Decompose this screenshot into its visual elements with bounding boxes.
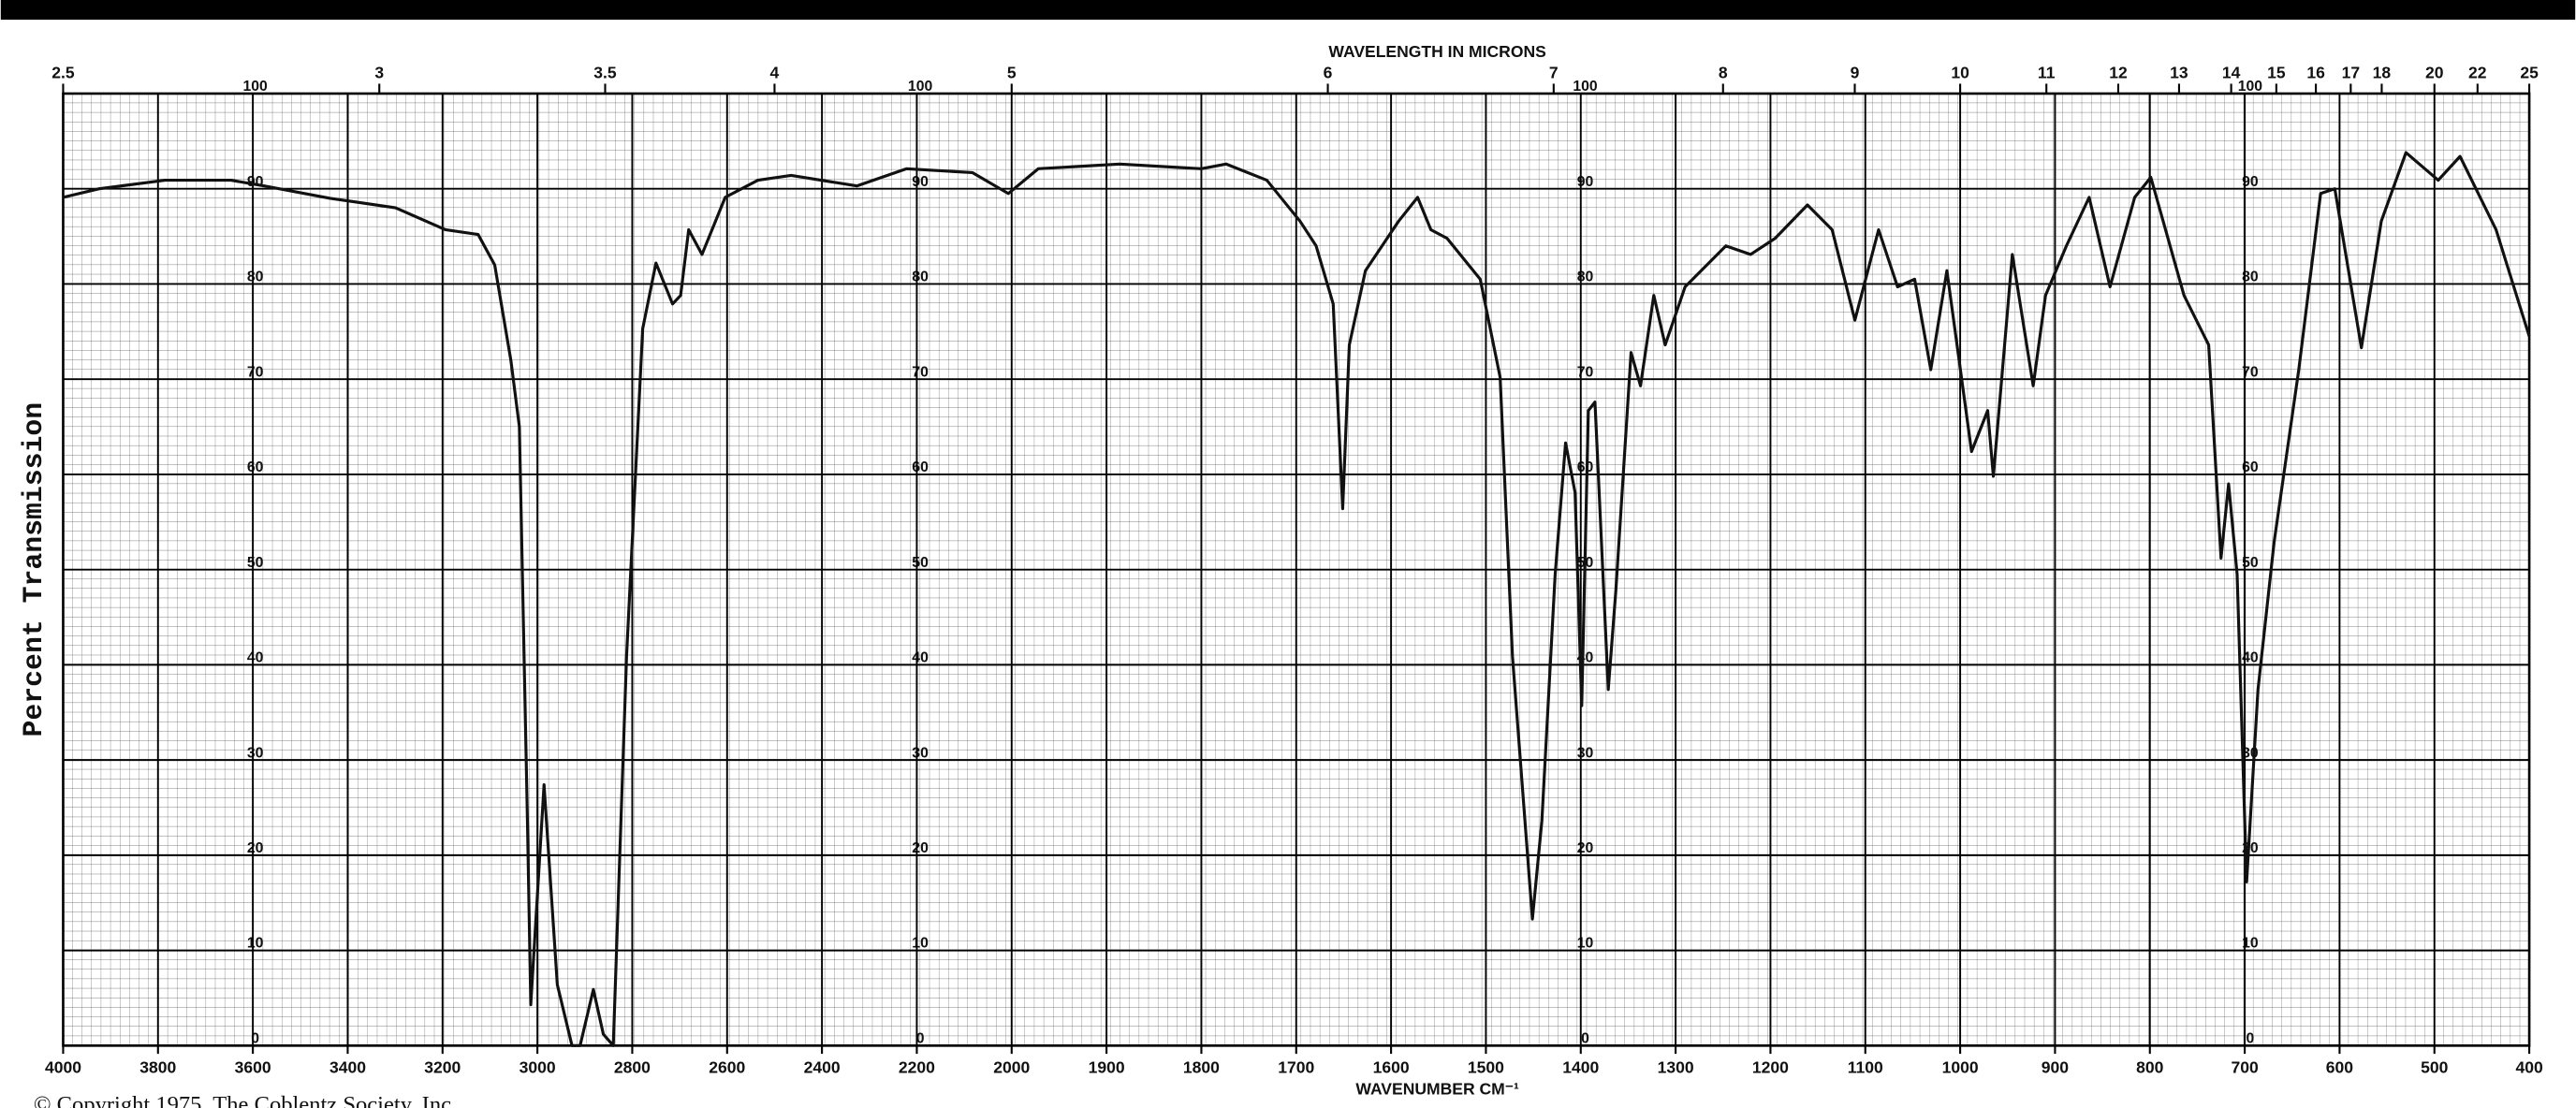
y-tick-label: 0	[916, 1031, 925, 1047]
x-tick-label: 1800	[1183, 1058, 1220, 1077]
y-tick-label: 80	[247, 270, 264, 285]
x-tick-label: 600	[2326, 1058, 2354, 1077]
x2-tick-label: 3	[374, 64, 384, 82]
x2-tick-label: 12	[2109, 64, 2128, 82]
y-tick-label: 0	[251, 1031, 259, 1047]
x2-tick-label: 17	[2342, 64, 2361, 82]
x-tick-label: 1300	[1658, 1058, 1694, 1077]
y-tick-label: 60	[1577, 459, 1594, 475]
copyright: © Copyright 1975, The Coblentz Society, …	[34, 1092, 457, 1108]
y-tick-label: 70	[247, 364, 264, 380]
x2-tick-label: 3.5	[593, 64, 617, 82]
y-tick-label: 100	[1573, 79, 1598, 95]
y-tick-label: 80	[2242, 270, 2259, 285]
y-tick-label: 50	[247, 555, 264, 571]
y-tick-label: 90	[2242, 174, 2259, 190]
x-tick-label: 700	[2231, 1058, 2259, 1077]
x-tick-label: 900	[2042, 1058, 2070, 1077]
y-tick-label: 10	[2242, 936, 2259, 952]
x2-tick-label: 4	[770, 64, 780, 82]
y-tick-label: 30	[912, 745, 929, 761]
x-axis-label: WAVENUMBER CM⁻¹	[1355, 1079, 1519, 1098]
x-tick-label: 2400	[804, 1058, 841, 1077]
y-tick-label: 50	[2242, 555, 2259, 571]
y-tick-label: 40	[247, 650, 264, 666]
x-tick-label: 1900	[1089, 1058, 1125, 1077]
x2-tick-label: 25	[2520, 64, 2539, 82]
x2-tick-label: 2.5	[51, 64, 75, 82]
x2-tick-label: 7	[1549, 64, 1559, 82]
x-tick-label: 3800	[139, 1058, 176, 1077]
x-tick-label: 3000	[520, 1058, 556, 1077]
y-tick-label: 60	[912, 459, 929, 475]
x-tick-label: 1700	[1278, 1058, 1314, 1077]
x-tick-label: 1600	[1373, 1058, 1410, 1077]
y-tick-label: 100	[2238, 79, 2263, 95]
x2-axis-label: WAVELENGTH IN MICRONS	[1328, 42, 1546, 61]
x-tick-label: 1200	[1752, 1058, 1789, 1077]
x2-tick-label: 5	[1007, 64, 1017, 82]
y-tick-label: 10	[247, 936, 264, 952]
x-tick-label: 2800	[614, 1058, 651, 1077]
top-band	[0, 0, 2576, 21]
y-tick-label: 30	[1577, 745, 1594, 761]
x2-tick-label: 9	[1851, 64, 1860, 82]
y-tick-label: 0	[2246, 1031, 2254, 1047]
y-tick-label: 40	[2242, 650, 2259, 666]
x2-tick-label: 15	[2267, 64, 2286, 82]
x-tick-label: 800	[2136, 1058, 2164, 1077]
x-tick-label: 2200	[899, 1058, 935, 1077]
x-tick-label: 1500	[1468, 1058, 1504, 1077]
y-tick-label: 50	[912, 555, 929, 571]
y-tick-label: 60	[2242, 459, 2259, 475]
y-tick-label: 0	[1581, 1031, 1589, 1047]
y-tick-label: 90	[1577, 174, 1594, 190]
y-tick-label: 60	[247, 459, 264, 475]
y-tick-label: 20	[1577, 840, 1594, 856]
x-tick-label: 3400	[329, 1058, 366, 1077]
y-axis-label: Percent Transmission	[18, 402, 50, 737]
y-tick-label: 10	[1577, 936, 1594, 952]
y-tick-label: 70	[2242, 364, 2259, 380]
y-tick-label: 70	[912, 364, 929, 380]
y-tick-label: 10	[912, 936, 929, 952]
y-tick-label: 100	[908, 79, 933, 95]
x2-tick-label: 16	[2306, 64, 2325, 82]
x2-tick-label: 20	[2425, 64, 2444, 82]
x2-tick-label: 8	[1719, 64, 1728, 82]
y-tick-label: 80	[1577, 270, 1594, 285]
x-tick-label: 1100	[1848, 1058, 1883, 1077]
x-tick-label: 400	[2515, 1058, 2543, 1077]
x2-tick-label: 6	[1324, 64, 1333, 82]
x2-tick-label: 13	[2170, 64, 2188, 82]
x2-tick-label: 14	[2222, 64, 2241, 82]
x-tick-label: 2600	[709, 1058, 745, 1077]
y-tick-label: 70	[1577, 364, 1594, 380]
x-tick-label: 3600	[235, 1058, 271, 1077]
y-tick-label: 40	[912, 650, 929, 666]
y-tick-label: 100	[243, 79, 269, 95]
x-tick-label: 1000	[1942, 1058, 1979, 1077]
y-tick-label: 80	[912, 270, 929, 285]
x2-tick-label: 11	[2038, 64, 2056, 82]
x2-tick-label: 22	[2468, 64, 2487, 82]
x-tick-label: 1400	[1562, 1058, 1599, 1077]
x-tick-label: 4000	[45, 1058, 81, 1077]
x-tick-label: 500	[2421, 1058, 2449, 1077]
x-tick-label: 3200	[424, 1058, 461, 1077]
x-tick-label: 2000	[993, 1058, 1030, 1077]
spectrum-line	[63, 151, 2531, 1047]
x2-tick-label: 10	[1951, 64, 1969, 82]
y-tick-label: 90	[912, 174, 929, 190]
y-tick-label: 20	[912, 840, 929, 856]
y-tick-label: 20	[247, 840, 264, 856]
x2-tick-label: 18	[2373, 64, 2392, 82]
y-tick-label: 30	[247, 745, 264, 761]
